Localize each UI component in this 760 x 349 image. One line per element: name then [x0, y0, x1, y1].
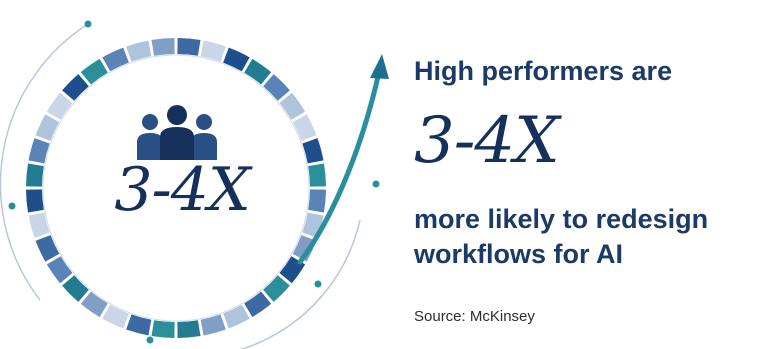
ring-segment [80, 58, 108, 85]
ring-segment [62, 74, 89, 101]
ring-segment [263, 74, 290, 101]
ring-segment [302, 138, 324, 164]
ring-segment [28, 212, 50, 238]
ring-segment [244, 291, 272, 318]
ring-segment [62, 275, 89, 302]
orbit-dot [314, 280, 322, 288]
ring-segment [35, 235, 60, 262]
ring-segment [46, 92, 73, 120]
headline: High performers are [414, 56, 673, 86]
orbit-dot [372, 180, 380, 188]
ring-segment [46, 256, 73, 284]
ring-segment [292, 114, 317, 141]
center-stat: 3-4X [114, 155, 250, 225]
ring-segment [151, 320, 175, 338]
ring-segment [200, 40, 226, 62]
ring-segment [151, 38, 175, 56]
ring-segment [223, 304, 250, 329]
arrow-up-right-icon [297, 54, 389, 265]
source-note: Source: McKinsey [414, 308, 535, 325]
ring-segment [244, 58, 272, 85]
ring-segment [26, 163, 44, 187]
ring-segment [102, 304, 129, 329]
subline: more likely to redesign workflows for AI [414, 202, 760, 272]
ring-segment [35, 114, 60, 141]
ring-segment [263, 275, 290, 302]
orbit-arc-left [0, 23, 89, 301]
ring-segment [126, 40, 152, 62]
ring-segment [308, 163, 326, 187]
ring-graphic-svg [0, 20, 389, 349]
segmented-ring [26, 38, 326, 338]
orbit-dot [8, 202, 16, 210]
ring-segment [28, 138, 50, 164]
ring-segment [177, 320, 201, 338]
subline-line-1: more likely to redesign [414, 204, 709, 234]
ring-graphic: 3-4X [0, 20, 389, 349]
subline-line-2: workflows for AI [414, 239, 624, 269]
big-stat: 3-4X [414, 104, 560, 178]
ring-segment [308, 189, 326, 213]
orbit-dot [84, 20, 92, 28]
orbit-dot [146, 336, 154, 344]
ring-segment [279, 92, 306, 120]
ring-segment [223, 47, 250, 72]
ring-segment [177, 38, 201, 56]
ring-segment [200, 314, 226, 336]
people-group-icon [137, 105, 217, 160]
ring-segment [102, 47, 129, 72]
ring-segment [26, 189, 44, 213]
text-panel: High performers are 3-4X more likely to … [414, 0, 760, 349]
orbit-arc-right [239, 219, 361, 349]
ring-segment [80, 291, 108, 318]
ring-inner-edge [42, 54, 310, 322]
ring-segment [292, 235, 317, 262]
ring-segment [126, 314, 152, 336]
